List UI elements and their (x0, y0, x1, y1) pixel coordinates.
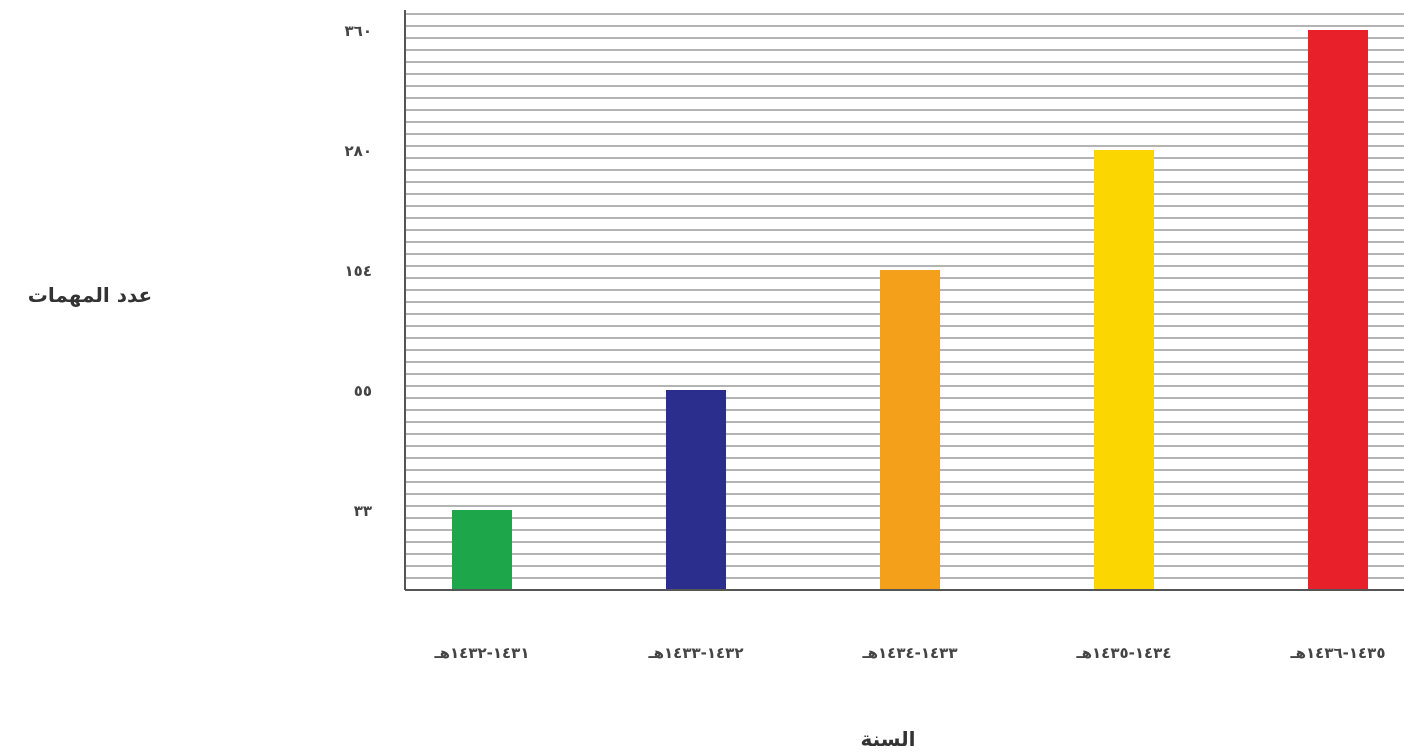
y-tick-label: ٥٥ (354, 382, 372, 400)
y-tick-label: ٣٦٠ (345, 22, 372, 40)
y-tick-labels: ٣٣ ٥٥ ١٥٤ ٢٨٠ ٣٦٠ (345, 22, 372, 520)
y-axis-title: عدد المهمات (28, 283, 152, 307)
axes (404, 10, 1404, 591)
bar (452, 510, 512, 590)
bars (452, 30, 1368, 590)
x-tick-label: ١٤٣٤-١٤٣٥هـ (1075, 644, 1171, 662)
bar (666, 390, 726, 590)
x-axis-title: السنة (860, 727, 915, 751)
y-tick-label: ٣٣ (354, 502, 372, 520)
bar (1308, 30, 1368, 590)
x-tick-label: ١٤٣٣-١٤٣٤هـ (861, 644, 957, 662)
x-tick-label: ١٤٣٢-١٤٣٣هـ (647, 644, 743, 662)
x-tick-label: ١٤٣١-١٤٣٢هـ (433, 644, 529, 662)
x-tick-label: ١٤٣٥-١٤٣٦هـ (1289, 644, 1385, 662)
x-tick-labels: ١٤٣١-١٤٣٢هـ ١٤٣٢-١٤٣٣هـ ١٤٣٣-١٤٣٤هـ ١٤٣٤-١٤… (433, 644, 1385, 662)
bar (1094, 150, 1154, 590)
bar (880, 270, 940, 590)
y-tick-label: ٢٨٠ (345, 142, 372, 160)
y-tick-label: ١٥٤ (345, 262, 372, 280)
